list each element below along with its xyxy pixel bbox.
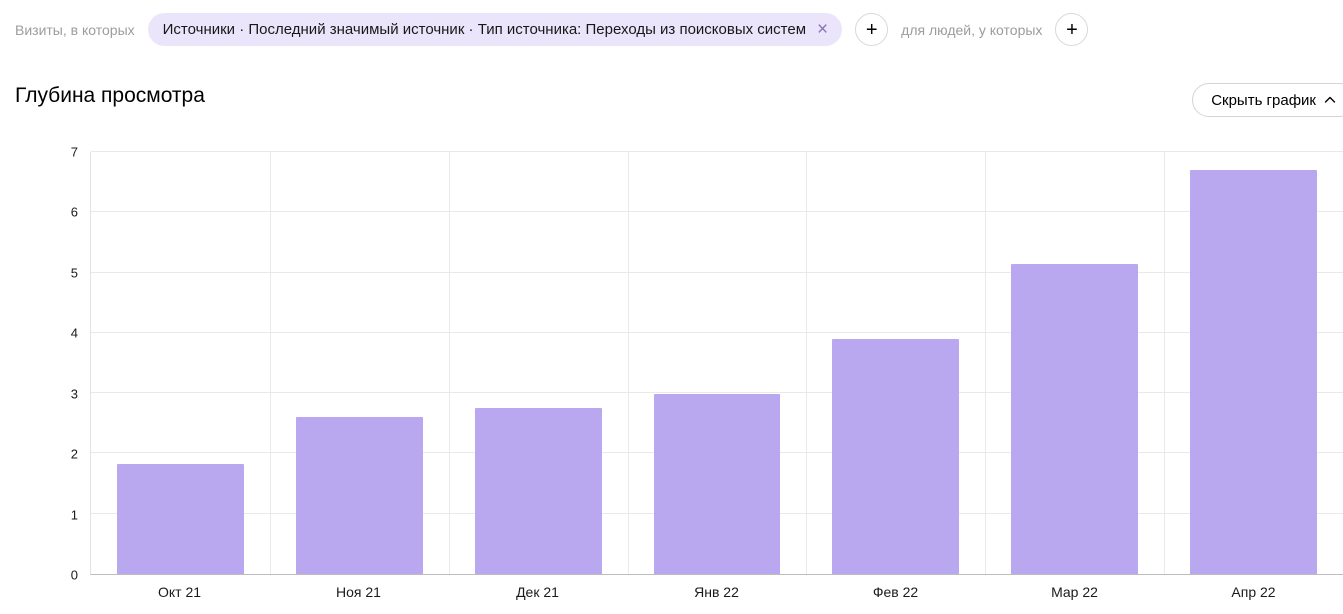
y-axis-label: 7 bbox=[70, 144, 78, 160]
y-axis-label: 5 bbox=[70, 265, 78, 281]
gridline-vertical bbox=[269, 152, 271, 574]
x-axis-label: Дек 21 bbox=[516, 584, 559, 600]
gridline-vertical bbox=[985, 152, 987, 574]
y-axis-label: 4 bbox=[70, 325, 78, 341]
gridline-vertical bbox=[1164, 152, 1166, 574]
page-title: Глубина просмотра bbox=[15, 84, 205, 107]
chart-bar[interactable] bbox=[116, 464, 244, 574]
gridline-horizontal bbox=[91, 392, 1343, 394]
chart-bar[interactable] bbox=[474, 408, 602, 574]
x-axis-label: Мар 22 bbox=[1051, 584, 1098, 600]
add-visit-condition-button[interactable]: + bbox=[855, 13, 889, 46]
gridline-vertical bbox=[806, 152, 808, 574]
hide-chart-button[interactable]: Скрыть график bbox=[1192, 83, 1343, 117]
plot-area bbox=[90, 151, 1343, 575]
gridline-vertical bbox=[627, 152, 629, 574]
x-axis-label: Фев 22 bbox=[872, 584, 919, 600]
chart-bar[interactable] bbox=[832, 338, 960, 574]
chart-bar[interactable] bbox=[653, 394, 781, 574]
chart-bar[interactable] bbox=[1011, 263, 1139, 574]
source-filter-chip[interactable]: Источники · Последний значимый источник … bbox=[147, 13, 843, 46]
y-axis-label: 3 bbox=[70, 386, 78, 402]
gridline-horizontal bbox=[91, 151, 1343, 152]
gridline-horizontal bbox=[91, 211, 1343, 213]
hide-chart-button-label: Скрыть график bbox=[1211, 91, 1316, 109]
source-filter-chip-text: Источники · Последний значимый источник … bbox=[162, 21, 807, 38]
y-axis: 0 1 2 3 4 5 6 7 bbox=[0, 146, 78, 582]
gridline-vertical bbox=[448, 152, 450, 574]
gridline-horizontal bbox=[91, 331, 1343, 333]
add-people-condition-button[interactable]: + bbox=[1055, 13, 1089, 46]
close-icon[interactable]: × bbox=[817, 19, 829, 40]
x-axis-label: Янв 22 bbox=[694, 584, 739, 600]
y-axis-label: 6 bbox=[70, 204, 78, 220]
visits-filter-label: Визиты, в которых bbox=[15, 21, 135, 38]
y-axis-label: 2 bbox=[70, 446, 78, 462]
x-axis-label: Апр 22 bbox=[1231, 584, 1276, 600]
gridline-horizontal bbox=[91, 271, 1343, 273]
x-axis-label: Окт 21 bbox=[157, 584, 202, 600]
y-axis-label: 0 bbox=[70, 567, 78, 583]
chart-bar[interactable] bbox=[1190, 170, 1318, 574]
chevron-up-icon bbox=[1324, 96, 1336, 104]
x-axis-label: Ноя 21 bbox=[336, 584, 381, 600]
x-axis: Окт 21 Ноя 21 Дек 21 Янв 22 Фев 22 Мар 22 Апр … bbox=[90, 584, 1343, 606]
people-filter-label: для людей, у которых bbox=[901, 21, 1043, 38]
y-axis-label: 1 bbox=[70, 507, 78, 523]
filter-bar: Визиты, в которых Источники · Последний … bbox=[15, 13, 1343, 46]
chart-bar[interactable] bbox=[295, 417, 423, 574]
